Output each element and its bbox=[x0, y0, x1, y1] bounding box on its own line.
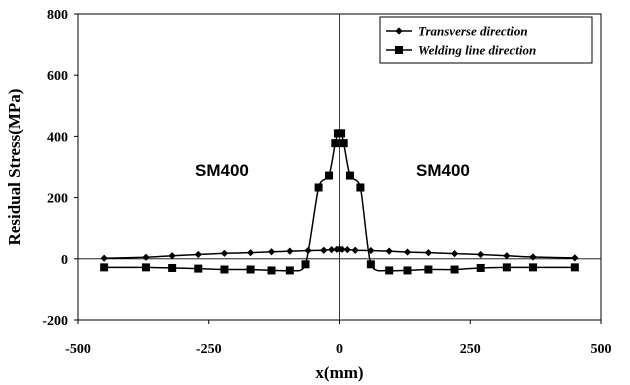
tick-labels: -200 0 200 400 600 800 -500 -250 0 250 500 bbox=[42, 8, 611, 357]
y-tick-label: 400 bbox=[47, 130, 68, 145]
data-point-transverse bbox=[194, 250, 202, 259]
data-point-welding bbox=[529, 263, 538, 272]
data-point-welding bbox=[339, 139, 348, 148]
data-point-welding bbox=[345, 171, 354, 180]
data-point-transverse bbox=[529, 253, 537, 261]
data-point-transverse bbox=[267, 248, 276, 256]
data-point-welding bbox=[325, 171, 334, 180]
data-point-transverse bbox=[477, 250, 485, 259]
x-tick-label: 0 bbox=[336, 342, 343, 357]
data-point-transverse bbox=[343, 246, 351, 254]
legend: Transverse direction Welding line direct… bbox=[379, 16, 593, 64]
legend-label-transverse: Transverse direction bbox=[418, 24, 528, 39]
data-point-welding bbox=[476, 263, 485, 272]
legend-marker-transverse bbox=[395, 27, 403, 35]
data-point-transverse bbox=[503, 252, 511, 260]
legend-box bbox=[379, 16, 593, 64]
data-point-welding bbox=[570, 263, 579, 272]
data-point-welding bbox=[168, 263, 177, 272]
data-point-transverse bbox=[168, 252, 176, 260]
y-tick-label: 200 bbox=[47, 192, 68, 207]
y-tick-label: 800 bbox=[47, 8, 68, 23]
annotation-left-sm400: SM400 bbox=[195, 161, 249, 180]
data-point-welding bbox=[100, 263, 109, 272]
x-tick-label: 250 bbox=[460, 342, 481, 357]
data-point-welding bbox=[337, 129, 346, 138]
data-point-transverse bbox=[286, 247, 294, 255]
data-point-welding bbox=[356, 183, 365, 192]
data-point-transverse bbox=[571, 254, 579, 262]
data-point-welding bbox=[385, 266, 394, 275]
data-point-transverse bbox=[220, 249, 229, 257]
data-point-welding bbox=[194, 264, 203, 273]
data-point-transverse bbox=[424, 249, 433, 257]
data-point-transverse bbox=[385, 247, 393, 255]
data-point-welding bbox=[267, 266, 276, 275]
data-point-welding bbox=[285, 266, 294, 275]
data-point-transverse bbox=[351, 246, 359, 254]
data-point-welding bbox=[424, 265, 433, 274]
legend-marker-welding bbox=[395, 46, 403, 54]
data-point-welding bbox=[450, 265, 459, 274]
y-tick-label: 600 bbox=[47, 69, 68, 84]
y-tick-label: 0 bbox=[61, 253, 68, 268]
data-point-transverse bbox=[142, 253, 150, 261]
data-point-welding bbox=[403, 266, 412, 275]
data-point-transverse bbox=[450, 249, 459, 258]
data-point-welding bbox=[301, 260, 310, 269]
annotation-right-sm400: SM400 bbox=[416, 161, 470, 180]
data-point-transverse bbox=[320, 246, 328, 254]
data-point-transverse bbox=[246, 249, 255, 257]
data-point-transverse bbox=[403, 248, 412, 256]
data-point-welding bbox=[331, 139, 340, 148]
data-point-transverse bbox=[338, 245, 346, 253]
x-tick-label: -250 bbox=[196, 342, 222, 357]
axes bbox=[74, 13, 602, 324]
series-layer bbox=[100, 129, 579, 275]
data-point-welding bbox=[366, 260, 375, 269]
data-point-welding bbox=[220, 265, 229, 274]
data-point-welding bbox=[246, 265, 255, 274]
data-point-transverse bbox=[328, 246, 336, 254]
data-point-welding bbox=[314, 183, 323, 192]
x-axis-label: x(mm) bbox=[315, 363, 363, 382]
data-point-transverse bbox=[100, 254, 108, 262]
x-tick-label: -500 bbox=[65, 342, 91, 357]
x-tick-label: 500 bbox=[591, 342, 612, 357]
legend-label-welding: Welding line direction bbox=[418, 43, 536, 58]
y-axis-label: Residual Stress(MPa) bbox=[5, 89, 24, 246]
data-point-welding bbox=[141, 263, 150, 272]
data-point-welding bbox=[502, 263, 511, 272]
y-tick-label: -200 bbox=[42, 314, 68, 329]
